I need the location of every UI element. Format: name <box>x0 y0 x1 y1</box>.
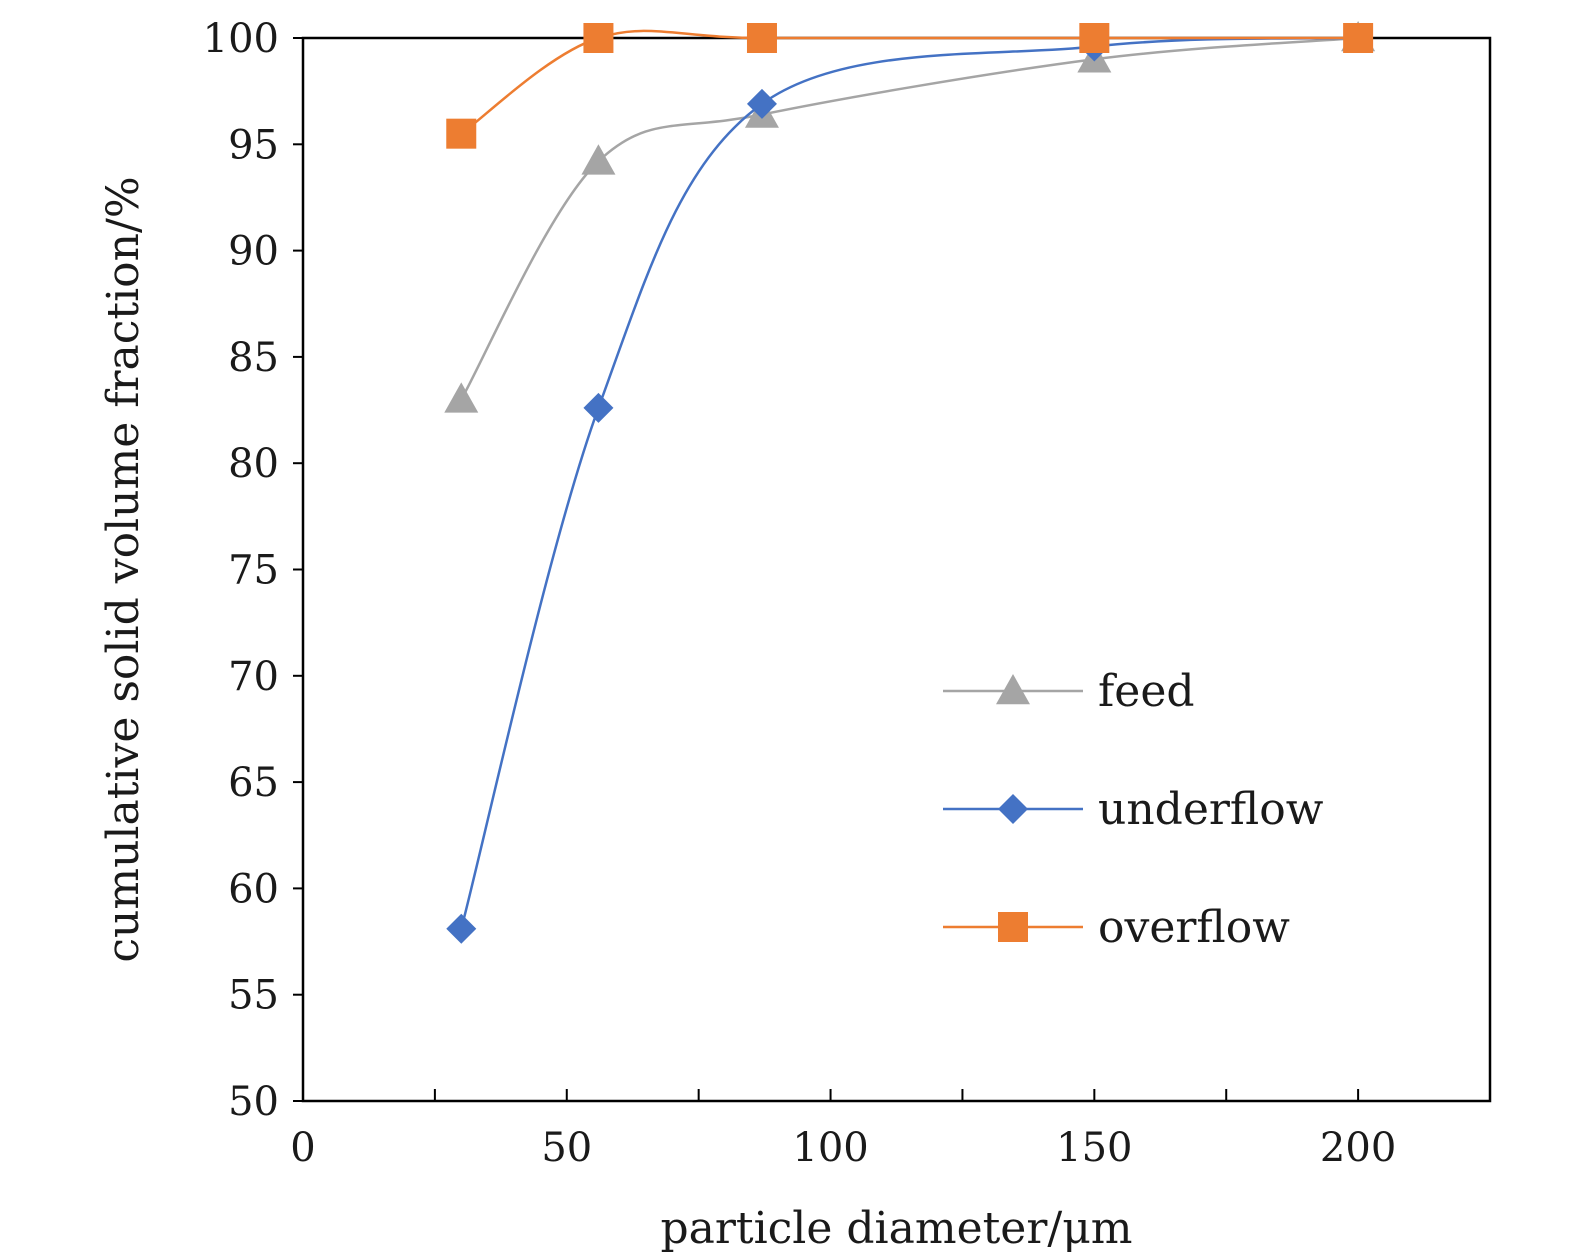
series-line-feed <box>460 36 1359 401</box>
y-tick-label: 50 <box>228 1079 279 1125</box>
legend-marker <box>998 912 1028 942</box>
feed-point <box>581 144 616 175</box>
feed-point <box>444 382 479 413</box>
underflow-point <box>746 88 777 119</box>
series-feed <box>460 36 1359 401</box>
overflow-point <box>583 23 614 53</box>
x-tick-label: 150 <box>1056 1125 1132 1171</box>
y-tick-label: 60 <box>228 866 279 912</box>
y-axis-title: cumulative solid volume fraction/% <box>98 176 149 962</box>
legend-marker <box>996 674 1030 705</box>
series-markers-feed <box>444 21 1376 413</box>
series-line-overflow <box>460 29 1359 135</box>
y-tick-label: 75 <box>228 548 279 594</box>
series-markers-overflow <box>446 23 1374 149</box>
y-tick-label: 80 <box>228 441 279 487</box>
series-overflow <box>460 29 1359 135</box>
series-line-underflow <box>460 36 1359 930</box>
x-tick-label: 200 <box>1320 1125 1396 1171</box>
legend-item-feed: feed <box>943 666 1195 717</box>
x-tick-label: 0 <box>290 1125 315 1171</box>
y-tick-label: 65 <box>228 760 279 806</box>
x-tick-label: 100 <box>792 1125 868 1171</box>
y-tick-label: 95 <box>228 122 279 168</box>
legend-label: overflow <box>1098 902 1290 953</box>
plot-frame <box>301 36 1492 1103</box>
legend: feed underflow overflow <box>943 666 1324 953</box>
series-layer <box>444 21 1376 944</box>
legend-item-overflow: overflow <box>943 902 1290 953</box>
legend-item-underflow: underflow <box>943 784 1324 835</box>
overflow-point <box>746 23 777 53</box>
y-tick-label: 85 <box>228 335 279 381</box>
x-axis-title: particle diameter/μm <box>660 1203 1132 1254</box>
underflow-point <box>583 392 614 423</box>
legend-marker <box>998 794 1028 824</box>
y-tick-label: 100 <box>203 16 279 62</box>
overflow-point <box>1343 23 1374 53</box>
y-tick-label: 55 <box>228 973 279 1019</box>
legend-label: underflow <box>1098 784 1324 835</box>
overflow-point <box>1079 23 1110 53</box>
y-tick-label: 90 <box>228 229 279 275</box>
x-tick-label: 50 <box>541 1125 592 1171</box>
y-tick-label: 70 <box>228 654 279 700</box>
underflow-point <box>446 913 477 944</box>
overflow-point <box>446 118 477 149</box>
legend-label: feed <box>1098 666 1195 717</box>
series-underflow <box>460 36 1359 930</box>
